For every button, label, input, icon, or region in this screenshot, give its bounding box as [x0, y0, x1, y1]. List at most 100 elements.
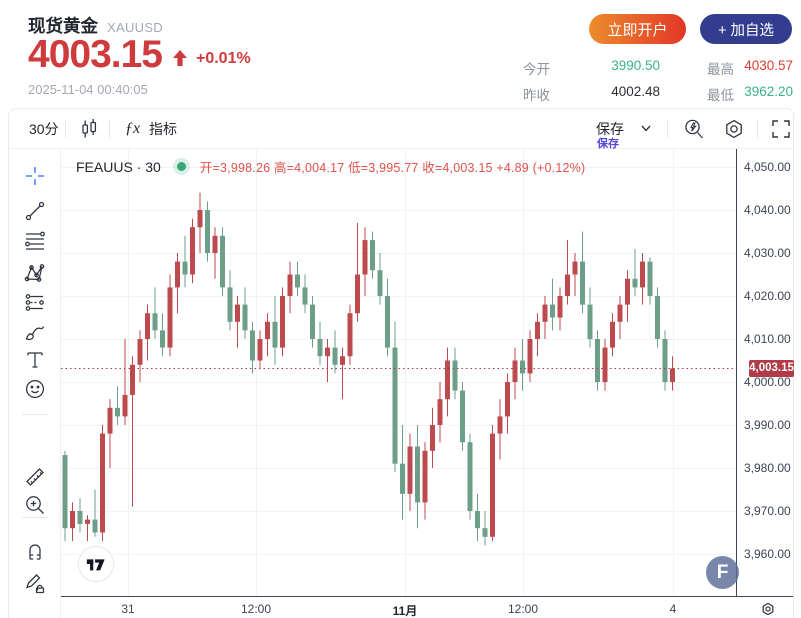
trend-line-icon[interactable] [23, 199, 47, 223]
candle [572, 253, 578, 296]
candle [467, 433, 473, 520]
interval-button[interactable]: 30分 [29, 121, 59, 137]
toolbar-divider [65, 120, 66, 138]
last-price-axis-label: 4,003.15 [749, 359, 794, 377]
candle [167, 274, 173, 357]
candle [407, 433, 413, 511]
candle [212, 227, 218, 279]
legend-ohlc: 开=3,998.26 高=4,004.17 低=3,995.77 收=4,003… [199, 161, 586, 175]
fib-retracement-icon[interactable] [23, 229, 47, 253]
save-button[interactable]: 保存 [596, 121, 624, 137]
candle [535, 313, 540, 357]
fx-icon[interactable]: ƒx [125, 120, 141, 137]
time-tick-label: 4 [669, 602, 677, 616]
chart-canvas[interactable] [61, 149, 736, 596]
candle [385, 278, 390, 357]
text-icon[interactable] [23, 348, 47, 372]
time-tick-label: 12:00 [240, 602, 272, 616]
price-tick-label: 3,960.00 [744, 547, 791, 561]
time-axis[interactable]: 31 12:00 11月 12:00 4 [61, 596, 793, 618]
tradingview-logo[interactable] [78, 546, 114, 582]
candle [250, 321, 255, 374]
magnet-icon[interactable] [23, 539, 47, 563]
candle [295, 261, 300, 296]
toolbar-divider [757, 120, 758, 138]
candle [482, 511, 488, 546]
candle [137, 330, 143, 382]
candle [662, 330, 668, 391]
emoji-icon[interactable] [23, 377, 47, 401]
chevron-down-icon[interactable] [637, 119, 661, 143]
candle [610, 313, 615, 357]
price-tick-label: 4,020.00 [744, 289, 791, 303]
candle [565, 240, 570, 305]
brand-logo: F [706, 556, 739, 589]
candle [325, 339, 330, 382]
candle [625, 270, 630, 322]
stat-high: 最高 4030.57 [707, 58, 793, 78]
candles-icon[interactable] [77, 117, 101, 141]
candle [512, 347, 518, 400]
chart-legend: FEAUUS · 30 开=3,998.26 高=4,004.17 低=3,99… [76, 157, 585, 176]
candle [310, 296, 315, 348]
candle [370, 231, 375, 279]
add-watchlist-button[interactable]: + 加自选 [700, 14, 792, 44]
toolbar-divider [667, 120, 668, 138]
stat-prev-close-value: 4002.48 [611, 84, 660, 99]
candle [85, 515, 90, 542]
stat-high-label: 最高 [707, 62, 734, 77]
candle [130, 356, 135, 507]
price-tick-label: 3,990.00 [744, 418, 791, 432]
xabcd-pattern-icon[interactable] [23, 261, 47, 285]
axis-settings-icon[interactable] [760, 601, 776, 617]
candle [332, 330, 338, 374]
candle [92, 489, 98, 537]
candle [362, 227, 368, 296]
price-tick-label: 3,970.00 [744, 504, 791, 518]
candle [152, 287, 158, 339]
settings-icon[interactable] [722, 117, 746, 141]
candle [257, 330, 263, 370]
candle [392, 321, 398, 473]
draw-lock-icon[interactable] [23, 570, 47, 594]
candle [107, 399, 113, 468]
candle [497, 399, 503, 460]
change-percent: +0.01% [195, 50, 251, 67]
quote-timestamp: 2025-11-04 00:40:05 [28, 82, 148, 97]
candle [557, 287, 563, 331]
page-title: 现货黄金 [28, 16, 98, 36]
crosshair-icon[interactable] [23, 164, 47, 188]
tool-divider [22, 517, 48, 518]
indicators-button[interactable]: 指标 [149, 121, 177, 137]
quick-search-icon[interactable] [682, 117, 706, 141]
candle [422, 442, 428, 520]
candle [415, 425, 420, 529]
stat-open-value: 3990.50 [611, 58, 660, 73]
candle [670, 356, 675, 391]
candle [317, 321, 323, 365]
candle [302, 274, 308, 314]
tool-divider [22, 414, 48, 415]
symbol-code: XAUUSD [107, 20, 163, 35]
candle [632, 248, 638, 296]
brush-icon[interactable] [23, 319, 47, 343]
candle [220, 227, 225, 296]
candle [280, 287, 285, 357]
candle [460, 382, 465, 451]
ruler-icon[interactable] [23, 465, 47, 489]
forecast-icon[interactable] [23, 291, 47, 315]
fullscreen-icon[interactable] [769, 117, 793, 141]
candle [505, 373, 510, 434]
price-axis[interactable]: 4,050.00 4,040.00 4,030.00 4,020.00 4,010.00… [736, 149, 794, 618]
candle [235, 296, 240, 348]
candle [272, 296, 278, 365]
price-block: 4003.15 +0.01% [28, 33, 251, 77]
candle [587, 287, 593, 348]
open-account-button[interactable]: 立即开户 [589, 14, 686, 44]
candle [595, 330, 600, 391]
zoom-in-icon[interactable] [23, 493, 47, 517]
chart-toolbar: 30分 ƒx 指标 保存 保存 [9, 109, 793, 150]
candle [175, 253, 180, 314]
arrow-up-icon [172, 50, 187, 66]
